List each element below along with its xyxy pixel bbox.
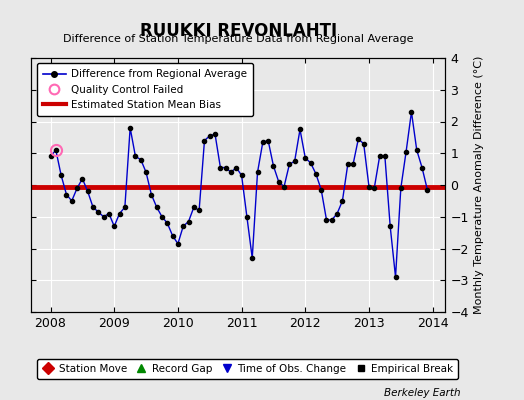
Y-axis label: Monthly Temperature Anomaly Difference (°C): Monthly Temperature Anomaly Difference (…: [474, 56, 484, 314]
Legend: Station Move, Record Gap, Time of Obs. Change, Empirical Break: Station Move, Record Gap, Time of Obs. C…: [37, 359, 458, 379]
Text: Berkeley Earth: Berkeley Earth: [385, 388, 461, 398]
Text: Difference of Station Temperature Data from Regional Average: Difference of Station Temperature Data f…: [63, 34, 413, 44]
Text: RUUKKI REVONLAHTI: RUUKKI REVONLAHTI: [140, 22, 337, 40]
